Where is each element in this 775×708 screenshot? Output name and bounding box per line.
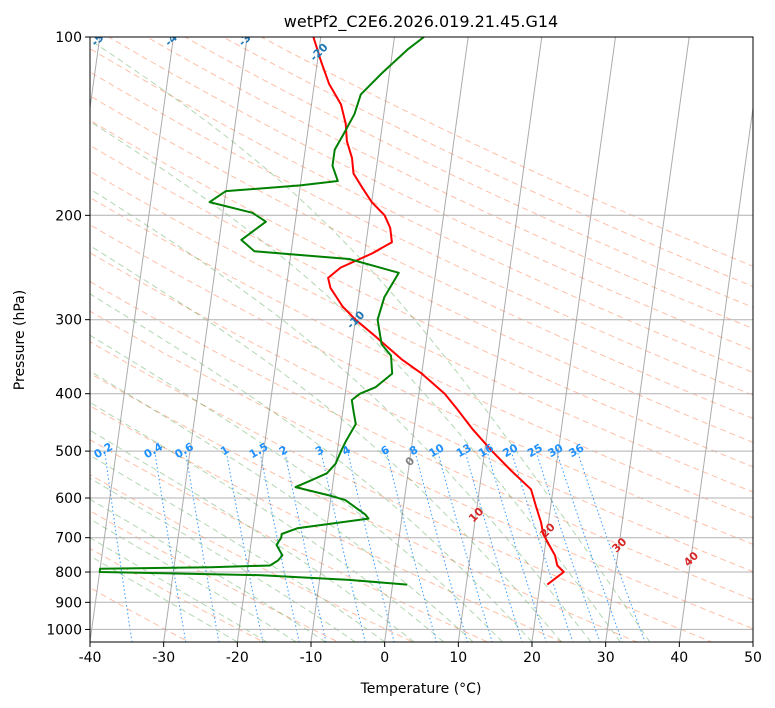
y-tick-label: 1000 bbox=[46, 622, 82, 638]
plot-frame bbox=[89, 36, 754, 643]
dry-adiabat-line bbox=[183, 37, 753, 308]
y-tick-label: 500 bbox=[55, 444, 82, 460]
dry-adiabat-line bbox=[90, 547, 265, 642]
x-tick-label: 10 bbox=[449, 650, 467, 666]
dry-adiabat-line bbox=[90, 341, 714, 642]
isotherm-line bbox=[163, 37, 248, 642]
x-tick-label: 30 bbox=[597, 650, 615, 666]
moist-adiabat-line bbox=[90, 477, 356, 642]
moist-adiabat-line bbox=[90, 293, 533, 642]
mixing-ratio-line bbox=[104, 451, 133, 642]
dry-adiabat-line bbox=[90, 510, 340, 642]
chart-title: wetPf2_C2E6.2026.019.21.45.G14 bbox=[284, 12, 558, 32]
isotherm-label: -30 bbox=[236, 25, 259, 48]
isotherm-label: 10 bbox=[466, 505, 486, 525]
moist-adiabat-line bbox=[90, 370, 474, 642]
dry-adiabat-line bbox=[90, 252, 753, 573]
isotherm-line bbox=[678, 104, 753, 642]
mixing-ratio-label: 1.5 bbox=[247, 440, 270, 461]
moist-adiabat-line bbox=[90, 245, 562, 642]
dry-adiabat-line bbox=[90, 119, 753, 443]
x-axis-label: Temperature (°C) bbox=[360, 681, 482, 697]
dry-adiabat-line bbox=[90, 224, 753, 545]
dry-adiabat-line bbox=[90, 95, 753, 420]
mixing-ratio-line bbox=[464, 450, 523, 642]
x-tick-label: 20 bbox=[523, 650, 541, 666]
x-tick-label: 0 bbox=[380, 650, 389, 666]
dry-adiabat-line bbox=[90, 144, 753, 468]
moist-adiabat-line bbox=[90, 188, 592, 642]
mixing-ratio-line bbox=[154, 451, 187, 642]
x-tick-label: -20 bbox=[226, 650, 249, 666]
isotherm-line bbox=[457, 37, 543, 642]
x-tick-label: -30 bbox=[152, 650, 175, 666]
dry-adiabat-line bbox=[90, 197, 753, 519]
moist-adiabat-line bbox=[90, 39, 651, 642]
x-tick-label: -10 bbox=[300, 650, 323, 666]
isotherm-line bbox=[531, 37, 616, 642]
dry-adiabat-line bbox=[90, 439, 489, 642]
temperature-profile-line bbox=[312, 37, 565, 586]
moist-adiabat-line bbox=[90, 120, 621, 642]
isotherm-line bbox=[310, 37, 395, 642]
mixing-ratio-label: 36 bbox=[566, 441, 586, 460]
mixing-ratio-label: 20 bbox=[500, 441, 520, 460]
mixing-ratio-line bbox=[385, 450, 437, 642]
isotherm-label: -20 bbox=[307, 40, 330, 63]
mixing-ratio-label: 25 bbox=[525, 441, 545, 460]
y-tick-label: 400 bbox=[55, 387, 82, 403]
x-tick-label: 40 bbox=[670, 650, 688, 666]
isotherm-line bbox=[384, 37, 469, 642]
y-tick-label: 300 bbox=[55, 313, 82, 329]
x-tick-label: -40 bbox=[79, 650, 102, 666]
moist-adiabat-line bbox=[90, 537, 268, 642]
y-tick-label: 700 bbox=[55, 531, 82, 547]
mixing-ratio-label: 4 bbox=[340, 443, 353, 458]
dry-adiabat-line bbox=[107, 37, 753, 351]
isotherm-line bbox=[90, 37, 174, 642]
isotherm-label: -50 bbox=[89, 25, 112, 48]
isotherm-line bbox=[752, 638, 753, 642]
y-tick-label: 200 bbox=[55, 208, 82, 224]
y-tick-label: 100 bbox=[55, 30, 82, 46]
mixing-ratio-label: 0.6 bbox=[173, 440, 197, 461]
mixing-ratio-label: 10 bbox=[427, 441, 447, 460]
isotherm-line bbox=[605, 37, 690, 642]
dry-adiabat-line bbox=[90, 280, 753, 601]
y-tick-label: 800 bbox=[55, 565, 82, 581]
moist-adiabat-line bbox=[90, 555, 238, 642]
mixing-ratio-label: 6 bbox=[379, 443, 392, 458]
dewpoint-profile-line bbox=[98, 37, 425, 586]
mixing-ratio-line bbox=[414, 450, 469, 642]
dry-adiabat-line bbox=[90, 48, 753, 373]
mixing-ratio-label: 0.4 bbox=[142, 440, 166, 461]
dry-adiabat-line bbox=[90, 587, 190, 642]
dry-adiabat-line bbox=[90, 310, 753, 630]
y-axis-label: Pressure (hPa) bbox=[12, 290, 28, 390]
moist-adiabat-line bbox=[90, 518, 297, 642]
isotherm-label: -60 bbox=[15, 25, 38, 48]
mixing-ratio-label: 30 bbox=[546, 441, 566, 460]
moist-adiabat-line bbox=[90, 454, 385, 642]
isotherm-label: -40 bbox=[162, 25, 185, 48]
y-tick-label: 600 bbox=[55, 491, 82, 507]
moist-adiabat-line bbox=[90, 334, 503, 642]
isotherm-label: 40 bbox=[681, 549, 701, 569]
dry-adiabat-line bbox=[90, 170, 753, 493]
x-tick-label: 50 bbox=[744, 650, 762, 666]
dry-adiabat-line bbox=[90, 405, 564, 642]
moist-adiabat-line bbox=[90, 401, 444, 642]
y-tick-label: 900 bbox=[55, 595, 82, 611]
isotherm-line bbox=[236, 37, 322, 642]
